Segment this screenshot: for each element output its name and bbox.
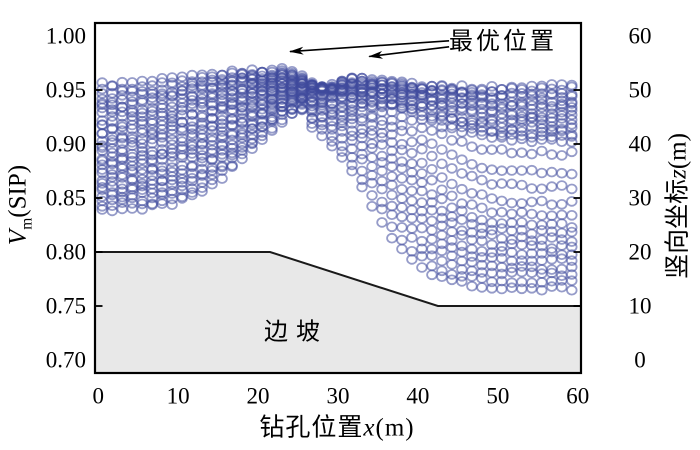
- x-tick-label: 50: [486, 383, 510, 409]
- y-right-tick-label: 40: [628, 131, 652, 157]
- x-axis-title: 钻孔位置x(m): [259, 416, 414, 441]
- y-right-tick-label: 0: [634, 347, 646, 373]
- y-left-tick-label: 0.80: [45, 239, 86, 265]
- x-tick-label: 30: [326, 383, 350, 409]
- y-left-tick-label: 0.70: [45, 347, 86, 373]
- annotation-arrows: [289, 40, 450, 59]
- left-axis-title: Vm(SIP): [4, 164, 36, 246]
- x-axis-title-unit: (m): [375, 414, 415, 442]
- x-axis-title-var: x: [363, 414, 376, 442]
- x-tick-label: 40: [406, 383, 430, 409]
- right-axis-title-var: z: [664, 169, 692, 179]
- scatter-points: [96, 63, 578, 296]
- left-axis-title-unit: (SIP): [4, 164, 32, 218]
- x-tick-label: 10: [166, 383, 190, 409]
- y-right-tick-label: 60: [628, 23, 652, 49]
- y-left-tick-label: 0.85: [45, 185, 86, 211]
- y-left-tick-label: 0.95: [45, 77, 86, 103]
- right-axis-title: 竖向坐标z(m): [664, 133, 692, 279]
- axis-ticks: [95, 89, 581, 307]
- optimal-position-annotation: 最优位置: [449, 29, 557, 55]
- x-tick-label: 20: [246, 383, 270, 409]
- y-right-tick-label: 30: [628, 185, 652, 211]
- x-axis-title-text: 钻孔位置: [259, 414, 364, 442]
- y-right-tick-label: 10: [628, 293, 652, 319]
- right-axis-title-unit: (m): [664, 133, 692, 170]
- x-tick-label: 0: [92, 383, 104, 409]
- slope-label: 边坡: [264, 319, 328, 346]
- right-axis-title-text: 竖向坐标: [664, 178, 692, 279]
- left-axis-title-sub: m: [18, 217, 36, 230]
- x-tick-label: 60: [566, 383, 590, 409]
- y-right-tick-label: 50: [628, 77, 652, 103]
- y-left-tick-label: 0.90: [45, 131, 86, 157]
- left-axis-title-var: V: [4, 229, 32, 246]
- y-left-tick-label: 0.75: [45, 293, 86, 319]
- y-left-tick-label: 1.00: [45, 23, 86, 49]
- y-right-tick-label: 20: [628, 239, 652, 265]
